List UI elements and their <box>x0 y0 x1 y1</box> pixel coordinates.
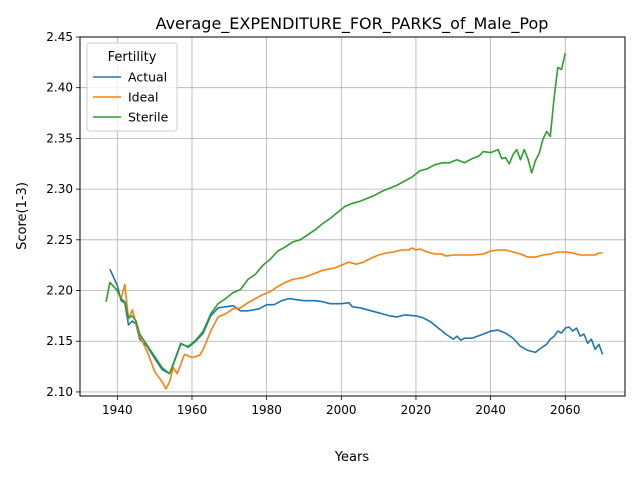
legend-label-actual: Actual <box>128 70 167 85</box>
x-tick-label: 2020 <box>401 403 432 417</box>
x-tick-label: 2000 <box>326 403 357 417</box>
plot-area-frame <box>79 36 626 397</box>
x-tick-label: 1980 <box>251 403 282 417</box>
y-axis-label: Score(1-3) <box>15 182 30 250</box>
x-tick-label: 2040 <box>475 403 506 417</box>
legend-box <box>86 42 178 132</box>
chart-title: Average_EXPENDITURE_FOR_PARKS_of_Male_Po… <box>156 14 549 34</box>
x-axis-label: Years <box>334 450 370 465</box>
legend-label-ideal: Ideal <box>128 90 158 105</box>
y-tick-label: 2.10 <box>46 385 73 399</box>
y-tick-label: 2.45 <box>46 30 73 44</box>
y-tick-label: 2.15 <box>46 334 73 348</box>
x-tick-label: 2060 <box>550 403 581 417</box>
legend-title: Fertility <box>108 50 157 65</box>
legend: Fertility Actual Ideal Sterile <box>86 42 178 132</box>
y-tick-label: 2.20 <box>46 284 73 298</box>
x-tick-label: 1940 <box>102 403 133 417</box>
series-line-ideal <box>109 247 603 390</box>
y-axis-ticks: 2.10 2.15 2.20 2.25 2.30 2.35 2.40 2.45 <box>46 30 80 399</box>
series-line-sterile <box>105 53 567 375</box>
legend-label-sterile: Sterile <box>128 110 169 125</box>
x-tick-label: 1960 <box>177 403 208 417</box>
y-tick-label: 2.30 <box>46 182 73 196</box>
series-lines <box>105 53 604 390</box>
y-tick-label: 2.35 <box>46 131 73 145</box>
x-axis-ticks: 1940 1960 1980 2000 2020 2040 2060 <box>102 396 581 417</box>
y-tick-label: 2.25 <box>46 233 73 247</box>
y-tick-label: 2.40 <box>46 81 73 95</box>
